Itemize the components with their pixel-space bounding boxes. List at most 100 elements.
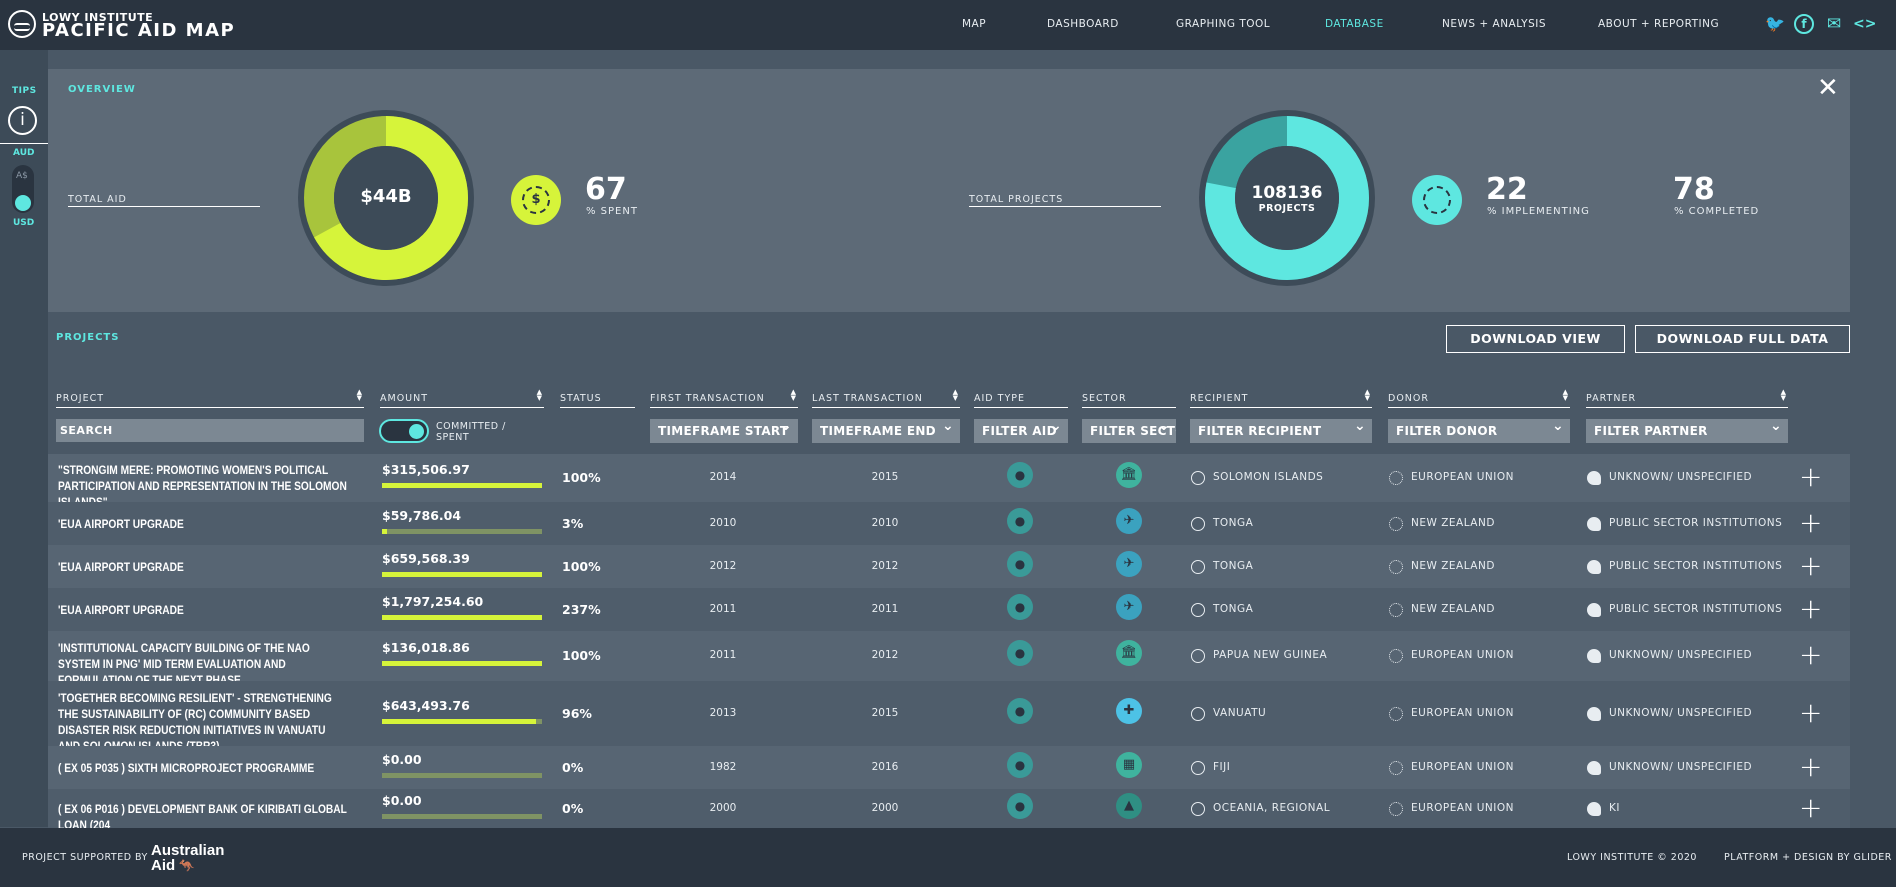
expand-row-plus-icon[interactable]: + — [1799, 505, 1823, 539]
filter-recipient-select[interactable]: FILTER RECIPIENT — [1190, 419, 1372, 443]
sort-icon[interactable]: ▲ ▼ — [1562, 388, 1569, 402]
table-row[interactable] — [48, 545, 1850, 588]
total-aid-value: $44B — [360, 186, 412, 207]
currency-toggle-knob[interactable] — [15, 195, 31, 211]
info-icon[interactable]: i — [8, 106, 37, 135]
filter-donor-select[interactable]: FILTER DONOR — [1388, 419, 1570, 443]
close-icon[interactable]: ✕ — [1817, 73, 1839, 103]
table-row[interactable] — [48, 789, 1850, 829]
aid-type-icon[interactable]: ● — [1007, 462, 1033, 488]
table-row[interactable] — [48, 631, 1850, 681]
filter-sector-select[interactable]: FILTER SECTOR — [1082, 419, 1176, 443]
nav-news-analysis[interactable]: NEWS + ANALYSIS — [1442, 18, 1547, 30]
aid-type-icon[interactable]: ● — [1007, 593, 1033, 620]
government-icon[interactable]: 🏛 — [1116, 462, 1142, 488]
col-status[interactable]: STATUS — [560, 393, 635, 408]
expand-row-plus-icon[interactable]: + — [1799, 638, 1823, 671]
banking-icon[interactable]: ▲ — [1116, 793, 1142, 819]
embed-icon[interactable]: <> — [1853, 16, 1877, 32]
project-title[interactable]: 'TOGETHER BECOMING RESILIENT' - STRENGTH… — [58, 690, 332, 753]
nav-dashboard[interactable]: DASHBOARD — [1047, 18, 1119, 30]
project-title[interactable]: 'EUA AIRPORT UPGRADE — [58, 602, 184, 617]
table-row[interactable] — [48, 746, 1850, 789]
partner-value: UNKNOWN/ UNSPECIFIED — [1609, 471, 1753, 483]
twitter-icon[interactable]: 🐦 — [1765, 14, 1785, 33]
transport-icon[interactable]: ✈ — [1116, 507, 1142, 534]
aid-type-icon[interactable]: ● — [1007, 751, 1033, 778]
col-project[interactable]: PROJECT ▲ ▼ — [56, 389, 364, 408]
brand-line-2[interactable]: PACIFIC AID MAP — [42, 20, 236, 41]
table-row[interactable] — [48, 502, 1850, 545]
sort-icon[interactable]: ▲ ▼ — [356, 388, 363, 402]
aud-label[interactable]: AUD — [13, 148, 35, 158]
transport-icon[interactable]: ✈ — [1116, 550, 1142, 577]
aid-type-icon[interactable]: ● — [1007, 697, 1033, 724]
completed-label: % COMPLETED — [1674, 206, 1760, 217]
sort-icon[interactable]: ▲ ▼ — [790, 388, 797, 402]
download-view-button[interactable]: DOWNLOAD VIEW — [1446, 325, 1625, 353]
col-amount[interactable]: AMOUNT ▲ ▼ — [380, 389, 544, 408]
sort-icon[interactable]: ▲ ▼ — [1364, 388, 1371, 402]
aid-type-icon[interactable]: ● — [1007, 507, 1033, 534]
partner-value: PUBLIC SECTOR INSTITUTIONS — [1609, 516, 1783, 529]
col-aid-type[interactable]: AID TYPE — [974, 393, 1068, 408]
project-title[interactable]: 'EUA AIRPORT UPGRADE — [58, 516, 184, 531]
spent-bar — [382, 614, 542, 620]
usd-label[interactable]: USD — [13, 218, 35, 228]
project-title[interactable]: 'EUA AIRPORT UPGRADE — [58, 559, 184, 574]
timeframe-end-select[interactable]: TIMEFRAME END — [812, 419, 960, 443]
donor-value: EUROPEAN UNION — [1411, 471, 1514, 483]
government-icon[interactable]: 🏛 — [1116, 640, 1142, 666]
status-value: 96% — [562, 705, 592, 721]
brand-line-1[interactable]: LOWY INSTITUTE — [42, 11, 154, 24]
multisector-icon[interactable]: ▦ — [1116, 751, 1142, 778]
completed-value: 78 — [1673, 172, 1715, 207]
transport-icon[interactable]: ✈ — [1116, 593, 1142, 620]
filter-partner-select[interactable]: FILTER PARTNER — [1586, 419, 1788, 443]
aid-type-icon[interactable]: ● — [1007, 550, 1033, 577]
col-sector[interactable]: SECTOR — [1082, 393, 1176, 408]
expand-row-plus-icon[interactable]: + — [1799, 791, 1823, 824]
donor-value: EUROPEAN UNION — [1411, 706, 1514, 719]
sort-icon[interactable]: ▲ ▼ — [536, 388, 543, 402]
project-title[interactable]: "STRONGIM MERE: PROMOTING WOMEN'S POLITI… — [58, 463, 347, 509]
mail-icon[interactable]: ✉ — [1826, 14, 1842, 34]
table-row[interactable] — [48, 588, 1850, 631]
col-recipient[interactable]: RECIPIENT ▲ ▼ — [1190, 389, 1372, 408]
lowy-logo-icon[interactable] — [8, 10, 36, 38]
project-title[interactable]: 'INSTITUTIONAL CAPACITY BUILDING OF THE … — [58, 641, 310, 687]
expand-row-plus-icon[interactable]: + — [1799, 548, 1823, 582]
sort-icon[interactable]: ▲ ▼ — [952, 388, 959, 402]
aid-type-icon[interactable]: ● — [1007, 640, 1033, 666]
committed-spent-toggle[interactable] — [379, 419, 429, 443]
australian-aid-logo[interactable]: Australian Aid 🦘 — [151, 842, 225, 874]
table-row[interactable] — [48, 454, 1850, 502]
col-partner[interactable]: PARTNER ▲ ▼ — [1586, 389, 1788, 408]
expand-row-plus-icon[interactable]: + — [1799, 460, 1823, 493]
expand-row-plus-icon[interactable]: + — [1799, 695, 1823, 729]
download-full-data-button[interactable]: DOWNLOAD FULL DATA — [1635, 325, 1850, 353]
sort-icon[interactable]: ▲ ▼ — [1780, 388, 1787, 402]
nav-database[interactable]: DATABASE — [1325, 18, 1384, 30]
nav-about-reporting[interactable]: ABOUT + REPORTING — [1598, 18, 1720, 30]
col-first-transaction[interactable]: FIRST TRANSACTION ▲ ▼ — [650, 389, 798, 408]
aid-type-icon[interactable]: ● — [1007, 793, 1033, 819]
expand-row-plus-icon[interactable]: + — [1799, 591, 1823, 625]
filter-aid-select[interactable]: FILTER AID — [974, 419, 1068, 443]
nav-map[interactable]: MAP — [962, 18, 987, 30]
table-row[interactable] — [48, 681, 1850, 746]
status-value: 237% — [562, 601, 601, 617]
total-projects-donut — [1199, 110, 1375, 286]
humanitarian-icon[interactable]: ✚ — [1116, 697, 1142, 724]
toggle-knob[interactable] — [409, 424, 424, 439]
col-donor[interactable]: DONOR ▲ ▼ — [1388, 389, 1570, 408]
project-title[interactable]: ( EX 05 P035 ) SIXTH MICROPROJECT PROGRA… — [58, 760, 315, 775]
expand-row-plus-icon[interactable]: + — [1799, 749, 1823, 783]
facebook-icon[interactable]: f — [1794, 14, 1814, 34]
search-input[interactable]: SEARCH — [56, 419, 364, 442]
nav-graphing-tool[interactable]: GRAPHING TOOL — [1176, 18, 1271, 30]
currency-toggle[interactable]: A$ — [12, 165, 34, 213]
col-last-transaction[interactable]: LAST TRANSACTION ▲ ▼ — [812, 389, 960, 408]
design-credit[interactable]: PLATFORM + DESIGN BY GLIDER — [1724, 852, 1892, 863]
timeframe-start-select[interactable]: TIMEFRAME START — [650, 419, 798, 443]
